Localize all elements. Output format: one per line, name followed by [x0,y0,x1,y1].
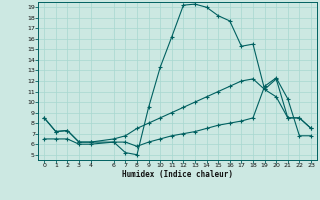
X-axis label: Humidex (Indice chaleur): Humidex (Indice chaleur) [122,170,233,179]
